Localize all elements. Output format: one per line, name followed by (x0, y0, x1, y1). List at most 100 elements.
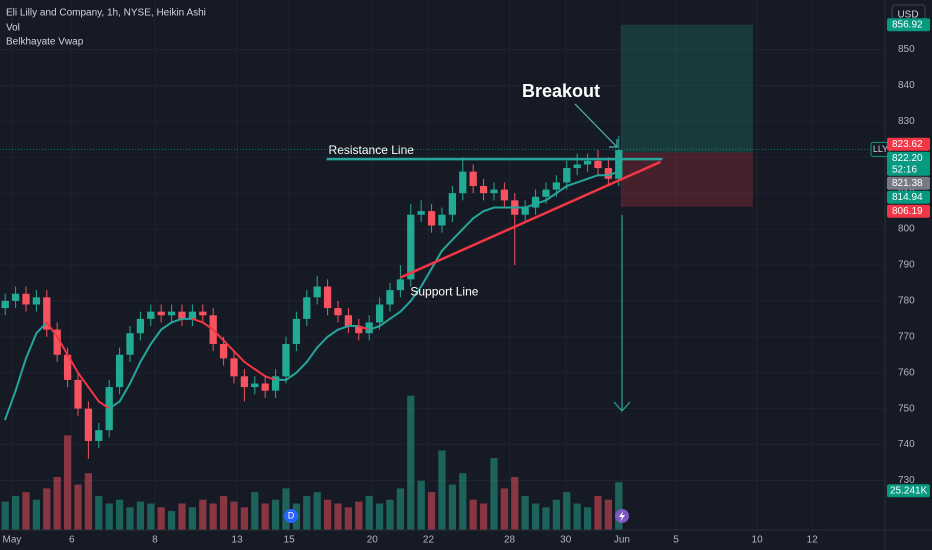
candle-body (448, 193, 457, 215)
volume-bar (115, 499, 124, 530)
candle-body (292, 318, 301, 344)
candle-body (573, 164, 581, 169)
price-label-box (887, 204, 930, 218)
x-tick-label: Jun (614, 535, 630, 546)
candle-body (230, 358, 238, 377)
event-marker[interactable] (284, 509, 298, 523)
candle-body (136, 318, 145, 334)
volume-bar (126, 507, 134, 530)
candle-body (594, 160, 602, 169)
price-label-box (887, 151, 930, 176)
volume-bar (583, 507, 592, 530)
y-tick-label: 780 (898, 296, 915, 307)
candle-body (115, 354, 124, 388)
chart-title: Eli Lilly and Company, 1h, NYSE, Heikin … (6, 8, 206, 19)
volume-bar (209, 503, 217, 530)
x-tick-label: 28 (504, 535, 516, 546)
price-label: 823.62 (892, 139, 923, 150)
target-arrowhead (613, 401, 631, 412)
countdown: 52:16 (892, 164, 917, 175)
volume-bar (531, 503, 540, 530)
volume-bar (32, 499, 41, 530)
candle-body (563, 168, 571, 183)
volume-bar (261, 503, 269, 530)
vwap-segment (440, 238, 454, 252)
volume-bar (43, 488, 51, 530)
volume-bar (303, 495, 311, 530)
vwap-segment (87, 386, 100, 403)
vwap-segment (420, 267, 433, 288)
x-tick-label: 6 (69, 535, 75, 546)
vwap-segment (586, 174, 599, 180)
vwap-segment (243, 360, 256, 371)
x-tick-label: 8 (152, 535, 158, 546)
price-label: 806.19 (892, 206, 923, 217)
breakout-arrowhead (609, 139, 618, 148)
volume-label: 25.241K (890, 485, 928, 496)
candle-body (84, 408, 93, 441)
vwap-segment (264, 375, 277, 381)
volume-bar (511, 477, 519, 530)
vwap-segment (336, 325, 350, 331)
price-axis (885, 0, 932, 530)
vwap-segment (14, 357, 27, 392)
candle-body (479, 186, 488, 194)
volume-bar (313, 492, 321, 530)
vwap-segment (35, 321, 48, 335)
x-tick-label: 5 (673, 535, 679, 546)
vwap-segment (565, 181, 579, 188)
vwap-segment (284, 371, 298, 381)
candle-body (157, 311, 165, 316)
candle-body (396, 279, 405, 291)
volume-bar (157, 507, 165, 530)
volume-bar (74, 484, 82, 530)
candle-body (542, 189, 550, 197)
candle-body (240, 376, 249, 388)
vwap-segment (607, 170, 620, 177)
stop-zone (620, 152, 753, 207)
time-axis (0, 530, 932, 550)
event-label[interactable]: D (288, 510, 295, 520)
vwap-segment (534, 199, 547, 205)
vwap-segment (555, 185, 568, 195)
volume-bar (251, 492, 259, 530)
vwap-segment (212, 328, 225, 342)
candle-body (95, 430, 103, 441)
candle-body (615, 150, 623, 179)
candle-body (74, 379, 82, 409)
vwap-segment (253, 368, 267, 378)
volume-pane (1, 395, 623, 530)
candle-body (178, 311, 186, 319)
volume-bar (459, 473, 467, 530)
candle-body (459, 171, 467, 194)
volume-bar (490, 458, 498, 530)
volume-bar (604, 499, 613, 530)
volume-bar (448, 484, 457, 530)
volume-bar (230, 501, 238, 530)
price-label: 814.94 (892, 192, 923, 203)
currency[interactable]: USD (897, 10, 918, 21)
vwap-segment (305, 346, 319, 363)
vwap-segment (368, 325, 381, 331)
volume-bar (355, 501, 363, 530)
volume-bar (427, 492, 436, 530)
x-tick-label: 10 (752, 535, 764, 546)
candle-body (188, 311, 197, 319)
volume-bar (271, 499, 280, 530)
vwap-segment (56, 335, 69, 356)
vwap-segment (430, 249, 443, 270)
volume-bar (521, 495, 529, 530)
price-label-box (887, 18, 930, 32)
vwap-segment (66, 353, 79, 374)
annotation: Breakout (522, 81, 600, 101)
volume-bar (84, 473, 93, 530)
vwap-segment (201, 321, 215, 331)
y-tick-label: 760 (898, 367, 915, 378)
candle-body (521, 207, 529, 215)
candle-body (1, 300, 9, 309)
x-tick-label: 20 (367, 535, 379, 546)
x-tick-label: 12 (807, 535, 819, 546)
grid (0, 0, 885, 530)
price-label-box (887, 137, 930, 151)
